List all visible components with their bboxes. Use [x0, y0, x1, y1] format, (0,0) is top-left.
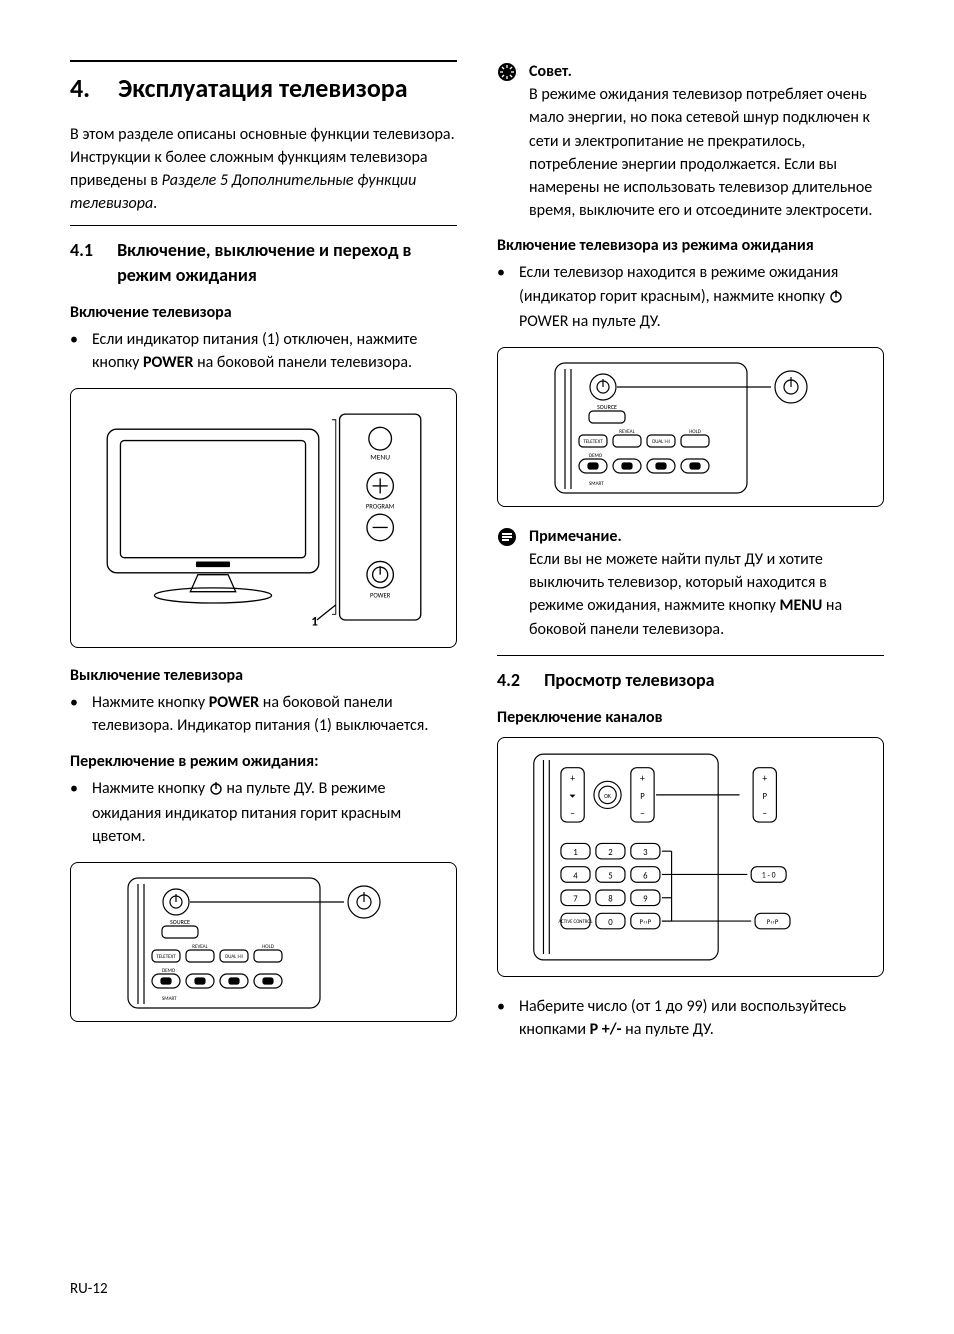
list-from-standby: • Если телевизор находится в режиме ожид…	[497, 261, 884, 333]
heading-turn-off: Выключение телевизора	[70, 666, 457, 685]
tip-icon	[497, 62, 517, 82]
svg-text:MENU: MENU	[370, 454, 390, 463]
subsection-42-title: 4.2 Просмотр телевизора	[497, 668, 884, 692]
svg-text:P‹›P: P‹›P	[639, 918, 651, 926]
svg-text:1: 1	[311, 613, 318, 630]
svg-text:–: –	[640, 807, 645, 819]
heading-from-standby: Включение телевизора из режима ожидания	[497, 236, 884, 255]
list-turn-on: • Если индикатор питания (1) отключен, н…	[70, 328, 457, 374]
section-number: 4.	[70, 72, 90, 105]
note-block: Примечание. Если вы не можете найти пуль…	[497, 525, 884, 641]
remote-power-svg: SOURCE TELETEXT REVEAL DUAL I-II HOLD DE…	[541, 357, 841, 497]
rule-before-41	[70, 225, 457, 226]
svg-text:PROGRAM: PROGRAM	[365, 503, 394, 511]
heading-turn-on: Включение телевизора	[70, 303, 457, 322]
svg-text:1: 1	[573, 848, 578, 858]
section-4-intro: В этом разделе описаны основные функции …	[70, 123, 457, 216]
svg-text:ACTIVE CONTROL: ACTIVE CONTROL	[558, 919, 592, 925]
svg-text:SMART: SMART	[162, 996, 177, 1002]
power-icon	[209, 779, 223, 802]
list-channels: • Наберите число (от 1 до 99) или воспол…	[497, 995, 884, 1041]
svg-text:TELETEXT: TELETEXT	[583, 439, 603, 445]
svg-text:HOLD: HOLD	[689, 429, 701, 435]
svg-text:DUAL I-II: DUAL I-II	[225, 954, 243, 960]
list-standby: • Нажмите кнопку на пульте ДУ. В режиме …	[70, 777, 457, 849]
svg-text:3: 3	[643, 848, 648, 858]
figure-channels: + ⏷ – OK + P – + P –	[497, 737, 884, 977]
section-title-text: Эксплуатация телевизора	[118, 72, 407, 105]
svg-text:P‹›P: P‹›P	[766, 918, 778, 926]
svg-text:+: +	[762, 772, 767, 784]
tv-diagram-svg: MENU PROGRAM POWER 1	[94, 398, 434, 638]
svg-text:6: 6	[643, 871, 648, 881]
figure-remote-standby: SOURCE TELETEXT REVEAL DUAL I-II HOLD DE…	[70, 862, 457, 1022]
heading-channels: Переключение каналов	[497, 708, 884, 727]
svg-text:DUAL I-II: DUAL I-II	[652, 439, 670, 445]
svg-text:REVEAL: REVEAL	[192, 944, 208, 950]
list-turn-off: • Нажмите кнопку POWER на боковой панели…	[70, 691, 457, 737]
svg-text:+: +	[570, 772, 575, 784]
svg-text:P: P	[762, 792, 767, 802]
svg-text:9: 9	[643, 895, 648, 905]
power-icon	[829, 287, 843, 310]
svg-text:–: –	[762, 807, 767, 819]
svg-text:7: 7	[573, 895, 578, 905]
svg-text:HOLD: HOLD	[262, 944, 274, 950]
rule-before-42	[497, 655, 884, 656]
svg-text:SOURCE: SOURCE	[597, 403, 617, 411]
svg-text:SOURCE: SOURCE	[170, 918, 190, 926]
page-footer: RU-12	[70, 1280, 108, 1298]
svg-text:+: +	[640, 772, 645, 784]
svg-text:4: 4	[573, 871, 578, 881]
subsection-41-title: 4.1 Включение, выключение и переход в ре…	[70, 238, 457, 287]
svg-text:1 - 0: 1 - 0	[761, 871, 775, 880]
svg-text:REVEAL: REVEAL	[619, 429, 635, 435]
svg-text:0: 0	[608, 918, 613, 928]
svg-text:DEMO: DEMO	[589, 453, 603, 459]
figure-remote-power: SOURCE TELETEXT REVEAL DUAL I-II HOLD DE…	[497, 347, 884, 507]
remote-standby-svg: SOURCE TELETEXT REVEAL DUAL I-II HOLD DE…	[114, 872, 414, 1012]
svg-text:8: 8	[608, 895, 613, 905]
svg-text:⏷: ⏷	[568, 792, 576, 802]
figure-tv-panel: MENU PROGRAM POWER 1	[70, 388, 457, 648]
svg-text:DEMO: DEMO	[162, 968, 176, 974]
svg-text:SMART: SMART	[589, 481, 604, 487]
svg-text:5: 5	[608, 871, 612, 881]
section-4-title: 4. Эксплуатация телевизора	[70, 72, 457, 105]
heading-standby: Переключение в режим ожидания:	[70, 752, 457, 771]
channels-svg: + ⏷ – OK + P – + P –	[526, 747, 856, 967]
svg-text:2: 2	[608, 848, 613, 858]
svg-text:OK: OK	[604, 792, 611, 800]
rule-top-left	[70, 60, 457, 62]
note-icon	[497, 527, 517, 547]
svg-text:POWER: POWER	[369, 592, 390, 600]
svg-text:–: –	[570, 807, 575, 819]
svg-text:P: P	[640, 792, 645, 802]
tip-block: Совет. В режиме ожидания телевизор потре…	[497, 60, 884, 222]
svg-text:TELETEXT: TELETEXT	[156, 954, 176, 960]
